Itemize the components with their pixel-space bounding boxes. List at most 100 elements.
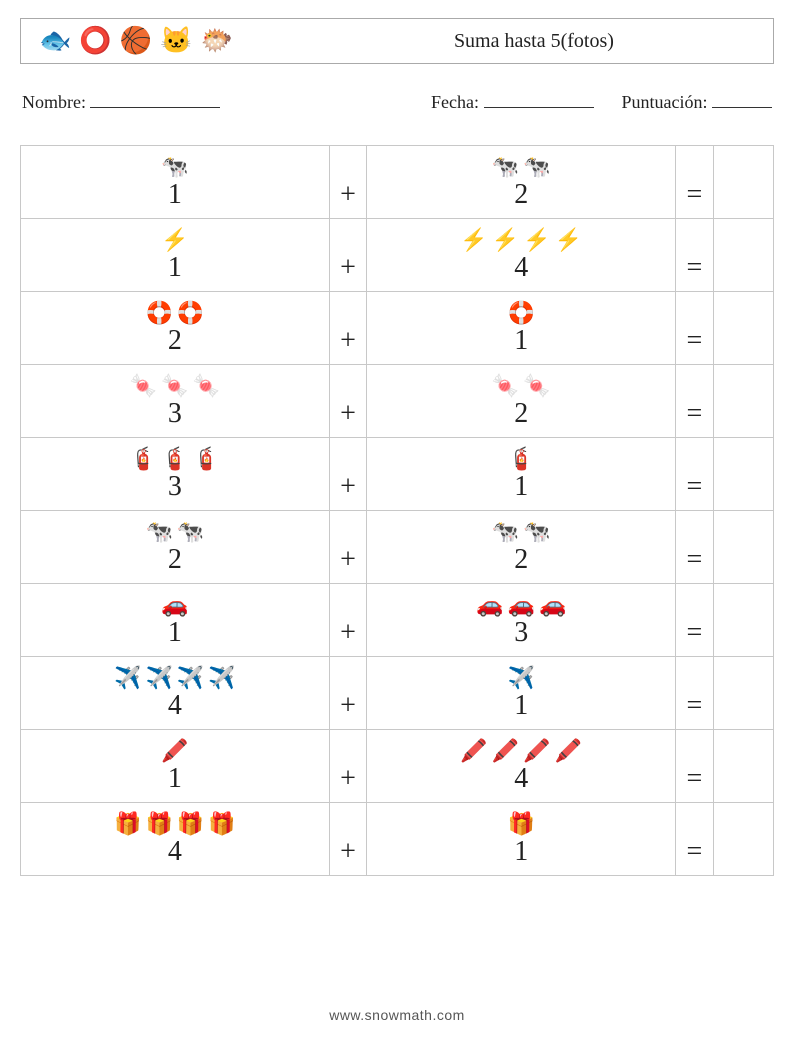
count-icon: 🐄 xyxy=(145,521,172,543)
icon-row: 🖍️🖍️🖍️🖍️ xyxy=(460,738,582,764)
operand-number: 2 xyxy=(514,399,528,429)
count-icon: 🧯 xyxy=(161,448,188,470)
answer-cell[interactable] xyxy=(713,365,773,438)
icon-row: 🐄🐄 xyxy=(145,519,204,545)
date-label: Fecha: xyxy=(431,92,479,112)
table-row: 🍬🍬🍬3+🍬🍬2= xyxy=(21,365,774,438)
equals-cell: = xyxy=(676,219,714,292)
answer-cell[interactable] xyxy=(713,657,773,730)
operand-number: 1 xyxy=(514,326,528,356)
score-blank[interactable] xyxy=(712,93,772,108)
count-icon: ✈️ xyxy=(114,667,141,689)
operand-cell: 🧯1 xyxy=(367,438,676,511)
count-icon: 🐄 xyxy=(177,521,204,543)
count-icon: ⚡ xyxy=(492,229,519,251)
count-icon: 🎁 xyxy=(208,813,235,835)
operand-cell: ⚡1 xyxy=(21,219,330,292)
plus-cell: + xyxy=(329,511,367,584)
answer-cell[interactable] xyxy=(713,292,773,365)
equals-cell: = xyxy=(676,657,714,730)
count-icon: 🐄 xyxy=(523,521,550,543)
answer-cell[interactable] xyxy=(713,146,773,219)
count-icon: 🐄 xyxy=(492,156,519,178)
equals-cell: = xyxy=(676,438,714,511)
meta-left: Nombre: xyxy=(22,92,220,113)
answer-cell[interactable] xyxy=(713,219,773,292)
count-icon: 🍬 xyxy=(492,375,519,397)
operand-cell: 🛟1 xyxy=(367,292,676,365)
operand-number: 2 xyxy=(168,326,182,356)
count-icon: 🎁 xyxy=(114,813,141,835)
operand-number: 1 xyxy=(168,764,182,794)
plus-cell: + xyxy=(329,219,367,292)
count-icon: ⚡ xyxy=(161,229,188,251)
icon-row: 🧯🧯🧯 xyxy=(130,446,220,472)
answer-cell[interactable] xyxy=(713,511,773,584)
count-icon: 🚗 xyxy=(476,594,503,616)
operand-cell: ✈️✈️✈️✈️4 xyxy=(21,657,330,730)
problems-table: 🐄1+🐄🐄2=⚡1+⚡⚡⚡⚡4=🛟🛟2+🛟1=🍬🍬🍬3+🍬🍬2=🧯🧯🧯3+🧯1=… xyxy=(20,145,774,876)
icon-row: 🐄🐄 xyxy=(492,519,551,545)
count-icon: 🚗 xyxy=(539,594,566,616)
count-icon: 🍬 xyxy=(193,375,220,397)
count-icon: ⚡ xyxy=(555,229,582,251)
count-icon: 🛟 xyxy=(177,302,204,324)
answer-cell[interactable] xyxy=(713,730,773,803)
count-icon: 🎁 xyxy=(145,813,172,835)
table-row: ⚡1+⚡⚡⚡⚡4= xyxy=(21,219,774,292)
plus-cell: + xyxy=(329,584,367,657)
date-blank[interactable] xyxy=(484,93,594,108)
footer: www.snowmath.com xyxy=(0,1007,794,1023)
operand-cell: 🧯🧯🧯3 xyxy=(21,438,330,511)
count-icon: 🍬 xyxy=(523,375,550,397)
operand-number: 3 xyxy=(514,618,528,648)
operand-cell: 🐄🐄2 xyxy=(367,511,676,584)
count-icon: 🐄 xyxy=(492,521,519,543)
score-label: Puntuación: xyxy=(622,92,708,112)
count-icon: ⚡ xyxy=(523,229,550,251)
header-icons: 🐟⭕🏀🐱🐡 xyxy=(39,28,233,54)
operand-number: 4 xyxy=(168,691,182,721)
answer-cell[interactable] xyxy=(713,584,773,657)
operand-cell: 🖍️1 xyxy=(21,730,330,803)
operand-number: 2 xyxy=(514,545,528,575)
count-icon: 🖍️ xyxy=(555,740,582,762)
header-icon: 🏀 xyxy=(120,28,152,54)
equals-cell: = xyxy=(676,511,714,584)
operand-cell: 🎁🎁🎁🎁4 xyxy=(21,803,330,876)
count-icon: ✈️ xyxy=(177,667,204,689)
name-label: Nombre: xyxy=(22,92,86,112)
header-icon: ⭕ xyxy=(79,28,111,54)
answer-cell[interactable] xyxy=(713,803,773,876)
operand-number: 4 xyxy=(168,837,182,867)
equals-cell: = xyxy=(676,803,714,876)
date-field: Fecha: xyxy=(431,92,593,113)
answer-cell[interactable] xyxy=(713,438,773,511)
operand-cell: ⚡⚡⚡⚡4 xyxy=(367,219,676,292)
table-row: 🚗1+🚗🚗🚗3= xyxy=(21,584,774,657)
operand-number: 1 xyxy=(168,253,182,283)
operand-number: 4 xyxy=(514,764,528,794)
count-icon: 🎁 xyxy=(508,813,535,835)
count-icon: 🚗 xyxy=(161,594,188,616)
operand-number: 1 xyxy=(168,618,182,648)
operand-cell: 🍬🍬2 xyxy=(367,365,676,438)
operand-cell: 🖍️🖍️🖍️🖍️4 xyxy=(367,730,676,803)
score-field: Puntuación: xyxy=(622,92,773,113)
icon-row: 🐄 xyxy=(161,154,188,180)
name-blank[interactable] xyxy=(90,93,220,108)
operand-cell: ✈️1 xyxy=(367,657,676,730)
meta-right: Fecha: Puntuación: xyxy=(431,92,772,113)
icon-row: 🚗 xyxy=(161,592,188,618)
plus-cell: + xyxy=(329,365,367,438)
table-row: ✈️✈️✈️✈️4+✈️1= xyxy=(21,657,774,730)
worksheet-page: 🐟⭕🏀🐱🐡 Suma hasta 5(fotos) Nombre: Fecha:… xyxy=(0,0,794,1053)
equals-cell: = xyxy=(676,730,714,803)
icon-row: 🐄🐄 xyxy=(492,154,551,180)
table-row: 🎁🎁🎁🎁4+🎁1= xyxy=(21,803,774,876)
operand-number: 2 xyxy=(168,545,182,575)
operand-cell: 🐄1 xyxy=(21,146,330,219)
operand-cell: 🐄🐄2 xyxy=(21,511,330,584)
operand-number: 1 xyxy=(514,691,528,721)
count-icon: 🖍️ xyxy=(161,740,188,762)
